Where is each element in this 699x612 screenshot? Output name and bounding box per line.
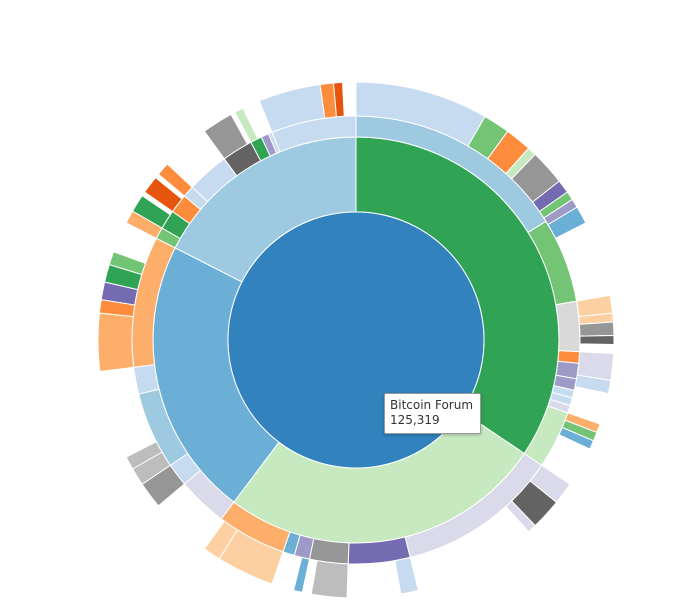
sunburst-segment-ring3-23[interactable]: [310, 560, 349, 599]
sunburst-segment-ring3-24[interactable]: [292, 556, 311, 593]
sunburst-segment-ring3-38[interactable]: [157, 163, 193, 197]
sunburst-segment-ring3-13[interactable]: [579, 334, 615, 346]
sunburst-segment-ring3-30[interactable]: [97, 312, 135, 372]
sunburst-segment-ring3-34[interactable]: [108, 251, 147, 276]
sunburst-segment-ring3-21[interactable]: [505, 500, 536, 533]
sunburst-segment-ring2-13[interactable]: [308, 537, 350, 565]
sunburst-segment-ring3-15[interactable]: [574, 374, 612, 395]
sunburst-segment-ring3-12[interactable]: [578, 321, 615, 337]
sunburst-segment-ring3-40[interactable]: [234, 107, 259, 143]
sunburst-segment-ring2-20[interactable]: [133, 364, 160, 395]
tooltip: Bitcoin Forum 125,319: [384, 393, 482, 434]
sunburst-segment-ring3-36[interactable]: [131, 195, 171, 229]
sunburst-segment-ring3-9[interactable]: [547, 206, 587, 239]
sunburst-segment-ring3-18[interactable]: [558, 426, 595, 450]
sunburst-segment-ring3-39[interactable]: [203, 113, 249, 160]
tooltip-value: 125,319: [390, 413, 440, 427]
sunburst-segment-ring2-3[interactable]: [555, 300, 581, 353]
sunburst-segment-ring3-37[interactable]: [143, 176, 183, 213]
sunburst-segment-ring3-43[interactable]: [332, 81, 345, 118]
sunburst-segment-ring3-26[interactable]: [203, 520, 238, 560]
sunburst-segment-ring3-22[interactable]: [394, 556, 420, 595]
tooltip-name: Bitcoin Forum: [390, 398, 474, 412]
sunburst-segment-ring3-29[interactable]: [125, 441, 163, 470]
